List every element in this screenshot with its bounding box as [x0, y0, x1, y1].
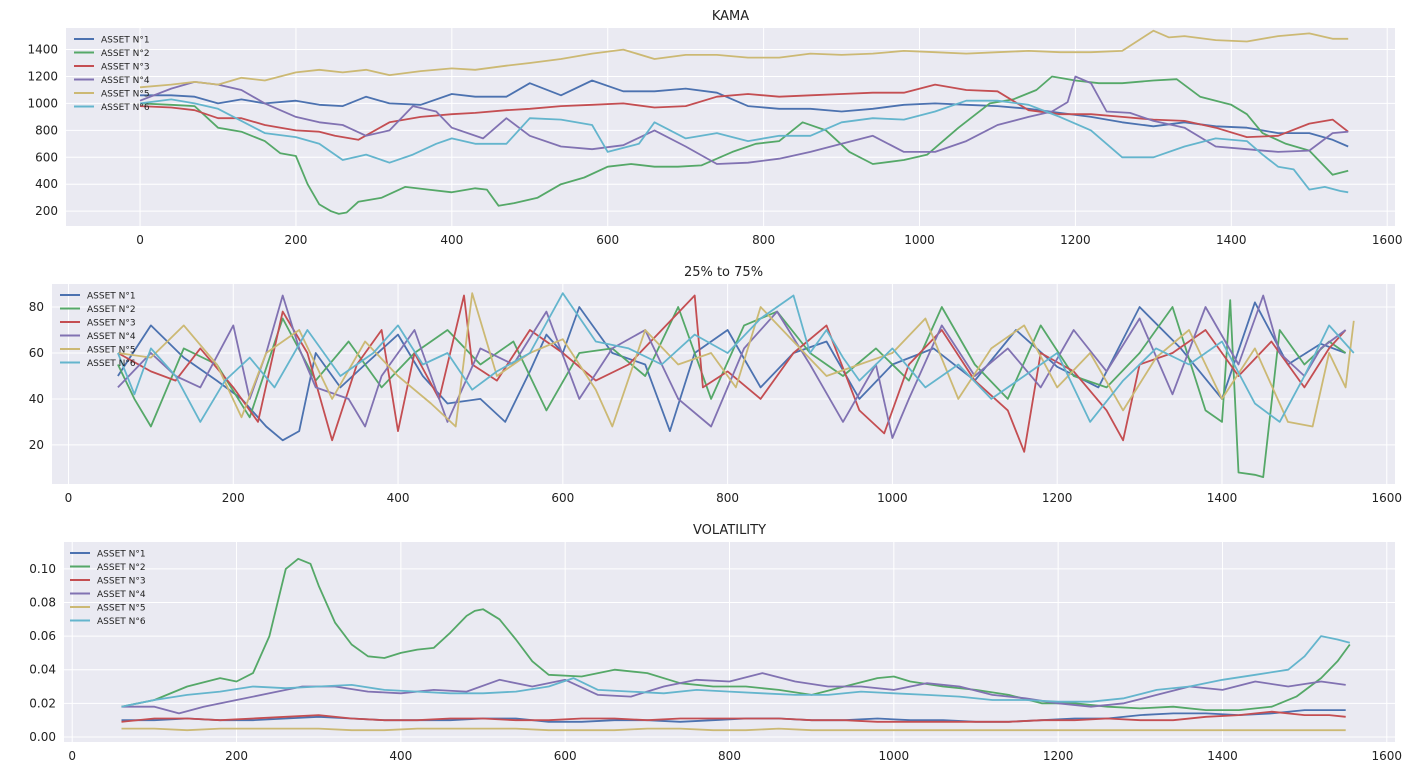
legend-label: ASSET N°1 [87, 292, 136, 302]
chart-title: KAMA [712, 9, 749, 24]
y-tick-label: 0.04 [29, 663, 56, 677]
x-tick-label: 1200 [1043, 749, 1074, 763]
legend-label: ASSET N°3 [97, 577, 146, 587]
chart-title: VOLATILITY [693, 523, 766, 538]
y-tick-label: 0.08 [29, 596, 56, 610]
x-tick-label: 0 [68, 749, 76, 763]
legend-label: ASSET N°2 [101, 49, 150, 59]
x-tick-label: 200 [284, 233, 307, 247]
legend-label: ASSET N°5 [101, 90, 150, 100]
y-tick-label: 200 [35, 204, 58, 218]
plot-area [66, 28, 1395, 226]
x-tick-label: 0 [136, 233, 144, 247]
legend: ASSET N°1 ASSET N°2 ASSET N°3 ASSET N°4 ASSE… [74, 36, 150, 113]
legend-label: ASSET N°5 [87, 346, 136, 356]
x-tick-label: 1600 [1372, 749, 1403, 763]
series-line-asset-5 [121, 727, 1346, 732]
x-tick-label: 1200 [1042, 491, 1073, 505]
series-line-asset-3 [117, 294, 1347, 453]
series-line-asset-5 [139, 29, 1349, 89]
x-tick-label: 1600 [1372, 233, 1403, 247]
series-line-asset-2 [139, 75, 1349, 215]
series-line-asset-1 [140, 79, 1349, 148]
legend-label: ASSET N°1 [101, 36, 150, 46]
x-tick-label: 0 [65, 491, 73, 505]
series-line-asset-4 [139, 75, 1349, 165]
legend-label: ASSET N°6 [97, 617, 146, 627]
legend-label: ASSET N°5 [97, 604, 146, 614]
x-tick-label: 400 [387, 491, 410, 505]
series-line-asset-6 [121, 635, 1351, 708]
y-tick-label: 40 [29, 392, 44, 406]
chart-title: 25% to 75% [684, 265, 763, 280]
x-tick-label: 1400 [1207, 749, 1238, 763]
x-tick-label: 600 [554, 749, 577, 763]
series-line-asset-6 [117, 292, 1355, 423]
series-line-asset-4 [117, 294, 1347, 439]
x-tick-label: 200 [225, 749, 248, 763]
y-tick-label: 20 [29, 438, 44, 452]
x-tick-label: 1200 [1060, 233, 1091, 247]
legend: ASSET N°1 ASSET N°2 ASSET N°3 ASSET N°4 ASSE… [60, 292, 136, 369]
legend-label: ASSET N°2 [97, 563, 146, 573]
legend-label: ASSET N°4 [101, 76, 150, 86]
x-tick-label: 200 [222, 491, 245, 505]
legend-label: ASSET N°3 [101, 63, 150, 73]
y-tick-label: 0.10 [29, 562, 56, 576]
x-tick-label: 1000 [879, 749, 910, 763]
x-tick-label: 800 [716, 491, 739, 505]
y-tick-label: 1000 [27, 96, 58, 110]
x-tick-label: 600 [596, 233, 619, 247]
x-tick-label: 400 [440, 233, 463, 247]
chart-panel-1: KAMA 0 200 400 600 800 1000 1200 1400 1600 200 400 6… [27, 9, 1402, 247]
legend-label: ASSET N°6 [87, 359, 136, 369]
y-tick-label: 800 [35, 123, 58, 137]
series-line-asset-3 [121, 710, 1346, 723]
y-tick-label: 1400 [27, 43, 58, 57]
legend-label: ASSET N°2 [87, 305, 136, 315]
legend: ASSET N°1 ASSET N°2 ASSET N°3 ASSET N°4 ASSE… [70, 550, 146, 627]
x-tick-label: 1600 [1371, 491, 1402, 505]
y-tick-label: 1200 [27, 69, 58, 83]
x-tick-label: 800 [752, 233, 775, 247]
y-tick-label: 0.06 [29, 629, 56, 643]
x-tick-label: 800 [718, 749, 741, 763]
y-tick-label: 400 [35, 177, 58, 191]
chart-panel-3: VOLATILITY 0 200 400 600 800 1000 1200 1400 1600 0… [29, 523, 1402, 763]
legend-label: ASSET N°6 [101, 103, 150, 113]
y-tick-label: 60 [29, 346, 44, 360]
x-tick-label: 600 [551, 491, 574, 505]
legend-label: ASSET N°3 [87, 319, 136, 329]
y-tick-label: 0.02 [29, 696, 56, 710]
x-tick-label: 1000 [877, 491, 908, 505]
x-tick-label: 1000 [904, 233, 935, 247]
y-tick-label: 0.00 [29, 730, 56, 744]
series-line-asset-6 [139, 98, 1349, 194]
series-line-asset-5 [117, 292, 1355, 428]
series-line-asset-3 [139, 83, 1349, 141]
legend-label: ASSET N°1 [97, 550, 146, 560]
chart-panel-2: 25% to 75% 0 200 400 600 800 1000 1200 1400 1600 2… [29, 265, 1402, 505]
y-tick-label: 600 [35, 150, 58, 164]
legend-label: ASSET N°4 [97, 590, 146, 600]
x-tick-label: 1400 [1207, 491, 1238, 505]
x-tick-label: 1400 [1216, 233, 1247, 247]
series-line-asset-2 [121, 557, 1351, 711]
series-line-asset-1 [117, 301, 1346, 442]
legend-label: ASSET N°4 [87, 332, 136, 342]
x-tick-label: 400 [389, 749, 412, 763]
y-tick-label: 80 [29, 300, 44, 314]
